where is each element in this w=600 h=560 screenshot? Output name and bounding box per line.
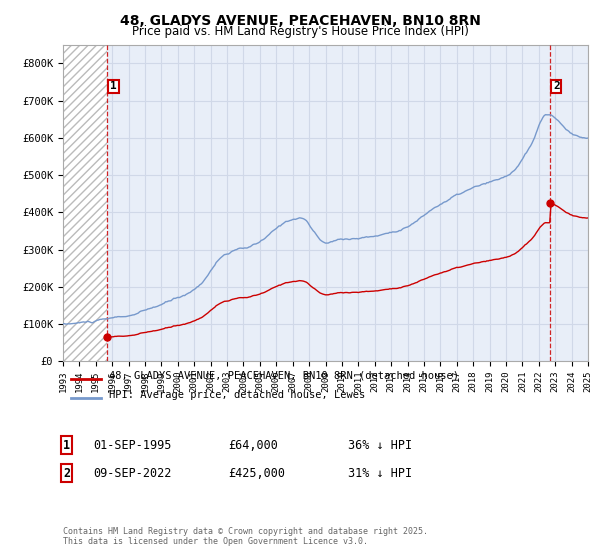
- Text: HPI: Average price, detached house, Lewes: HPI: Average price, detached house, Lewe…: [109, 390, 365, 400]
- Text: 09-SEP-2022: 09-SEP-2022: [93, 466, 172, 480]
- Text: £425,000: £425,000: [228, 466, 285, 480]
- Text: 48, GLADYS AVENUE, PEACEHAVEN, BN10 8RN (detached house): 48, GLADYS AVENUE, PEACEHAVEN, BN10 8RN …: [109, 370, 459, 380]
- Text: 2: 2: [553, 81, 560, 91]
- Text: 2: 2: [63, 466, 70, 480]
- Bar: [63, 45, 107, 361]
- Text: £64,000: £64,000: [228, 438, 278, 452]
- Text: 36% ↓ HPI: 36% ↓ HPI: [348, 438, 412, 452]
- Text: 1: 1: [110, 81, 117, 91]
- Text: Contains HM Land Registry data © Crown copyright and database right 2025.
This d: Contains HM Land Registry data © Crown c…: [63, 526, 428, 546]
- Text: 31% ↓ HPI: 31% ↓ HPI: [348, 466, 412, 480]
- Text: 1: 1: [63, 438, 70, 452]
- Text: 01-SEP-1995: 01-SEP-1995: [93, 438, 172, 452]
- Text: Price paid vs. HM Land Registry's House Price Index (HPI): Price paid vs. HM Land Registry's House …: [131, 25, 469, 38]
- Text: 48, GLADYS AVENUE, PEACEHAVEN, BN10 8RN: 48, GLADYS AVENUE, PEACEHAVEN, BN10 8RN: [119, 14, 481, 28]
